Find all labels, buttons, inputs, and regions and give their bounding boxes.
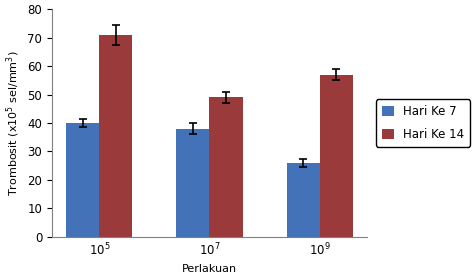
- X-axis label: Perlakuan: Perlakuan: [182, 264, 237, 274]
- Legend: Hari Ke 7, Hari Ke 14: Hari Ke 7, Hari Ke 14: [376, 99, 470, 147]
- Bar: [209, 97, 243, 237]
- Bar: [99, 35, 133, 237]
- Bar: [66, 123, 99, 237]
- Bar: [286, 163, 320, 237]
- Y-axis label: Trombosit (x10$^5$ sel/mm$^3$): Trombosit (x10$^5$ sel/mm$^3$): [4, 50, 22, 196]
- Bar: [176, 129, 209, 237]
- Bar: [320, 75, 353, 237]
